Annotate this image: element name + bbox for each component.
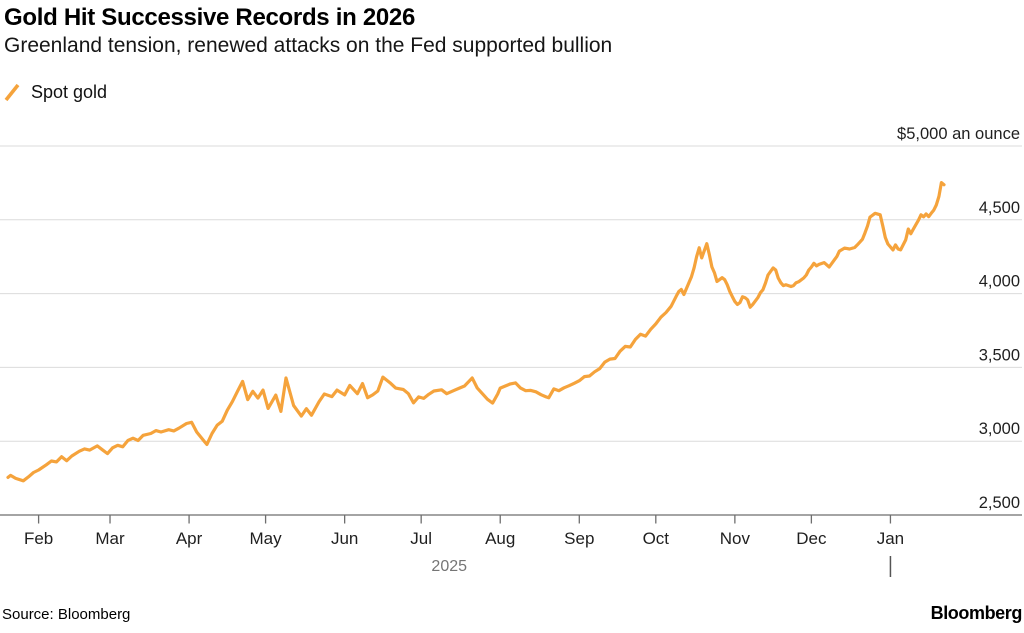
y-tick-label: 4,000 — [979, 273, 1020, 291]
year-label: 2025 — [431, 558, 467, 575]
spot-gold-series — [6, 181, 946, 483]
month-label: Sep — [564, 529, 594, 548]
y-tick-label: 3,000 — [979, 420, 1020, 438]
y-tick-label: 3,500 — [979, 346, 1020, 364]
month-label: Nov — [720, 529, 751, 548]
bloomberg-logo: Bloomberg — [930, 603, 1023, 623]
month-label: Jun — [331, 529, 358, 548]
month-label: Jul — [410, 529, 432, 548]
y-tick-label: 4,500 — [979, 199, 1020, 217]
y-tick-label: 2,500 — [979, 494, 1020, 512]
month-label: Mar — [95, 529, 125, 548]
chart-subtitle: Greenland tension, renewed attacks on th… — [4, 34, 613, 57]
month-label: Aug — [485, 529, 515, 548]
y-axis-labels: 2,500 3,000 3,500 4,000 4,500 $5,000 an ounce — [897, 125, 1020, 512]
unit-label: $5,000 an ounce — [897, 125, 1020, 143]
gridlines — [0, 145, 1022, 516]
month-label: May — [250, 529, 283, 548]
legend: Spot gold — [3, 82, 107, 103]
month-label: Apr — [176, 529, 203, 548]
month-label: Oct — [643, 529, 670, 548]
legend-slash-icon — [4, 83, 20, 102]
source-label: Source: Bloomberg — [2, 606, 131, 623]
month-label: Feb — [24, 529, 53, 548]
legend-series-label: Spot gold — [31, 82, 108, 102]
spot-gold-line — [6, 181, 946, 483]
month-label: Jan — [877, 529, 904, 548]
month-label: Dec — [796, 529, 827, 548]
chart-title: Gold Hit Successive Records in 2026 — [4, 4, 416, 31]
x-axis: Feb Mar Apr May Jun Jul Aug Sep Oct Nov Dec Jan 2025 — [24, 515, 904, 577]
